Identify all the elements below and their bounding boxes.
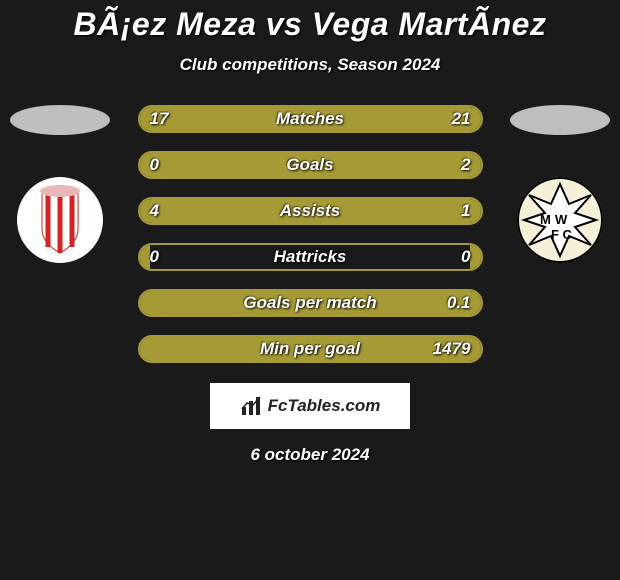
- stat-value-left: 0: [150, 247, 159, 267]
- stat-row: 17 Matches 21: [138, 105, 483, 133]
- stat-value-right: 2: [461, 155, 470, 175]
- bar-fill-left: [140, 153, 150, 177]
- stat-value-right: 1479: [433, 339, 471, 359]
- bar-fill-right: [470, 245, 480, 269]
- stat-value-left: 4: [150, 201, 159, 221]
- stat-label: Goals: [286, 155, 333, 175]
- left-club-badge: [17, 177, 103, 263]
- svg-text:W: W: [555, 212, 568, 227]
- chart-icon: [240, 395, 262, 417]
- left-player-avatar: [10, 105, 110, 135]
- stat-row: 0 Hattricks 0: [138, 243, 483, 271]
- comparison-content: M W F C 17 Matches 21 0 Goals 2 4 Assists 1 0 Hatt…: [0, 105, 620, 363]
- club-crest-icon: M W F C: [517, 177, 603, 263]
- bar-fill-left: [140, 337, 150, 361]
- stat-bars: 17 Matches 21 0 Goals 2 4 Assists 1 0 Hattricks 0 Go…: [138, 105, 483, 363]
- stat-row: Min per goal 1479: [138, 335, 483, 363]
- bar-fill-left: [140, 245, 150, 269]
- right-player-avatar: [510, 105, 610, 135]
- stat-label: Goals per match: [243, 293, 376, 313]
- bar-fill-left: [140, 291, 150, 315]
- shield-icon: [17, 177, 103, 263]
- stat-label: Assists: [280, 201, 340, 221]
- stat-row: 4 Assists 1: [138, 197, 483, 225]
- page-title: BÃ¡ez Meza vs Vega MartÃ­nez: [0, 0, 620, 43]
- stat-row: 0 Goals 2: [138, 151, 483, 179]
- stat-value-right: 1: [461, 201, 470, 221]
- attribution-text: FcTables.com: [268, 396, 381, 416]
- stat-value-right: 0: [461, 247, 470, 267]
- attribution-badge: FcTables.com: [210, 383, 410, 429]
- stat-label: Min per goal: [260, 339, 360, 359]
- right-player-column: M W F C: [505, 105, 615, 263]
- stat-label: Matches: [276, 109, 344, 129]
- svg-text:M: M: [540, 212, 551, 227]
- left-player-column: [5, 105, 115, 263]
- date-label: 6 october 2024: [0, 445, 620, 465]
- stat-value-left: 0: [150, 155, 159, 175]
- right-club-badge: M W F C: [517, 177, 603, 263]
- stat-value-left: 17: [150, 109, 169, 129]
- stat-value-right: 0.1: [447, 293, 471, 313]
- stat-value-right: 21: [452, 109, 471, 129]
- stat-label: Hattricks: [274, 247, 347, 267]
- stat-row: Goals per match 0.1: [138, 289, 483, 317]
- bar-fill-left: [140, 199, 413, 223]
- subtitle: Club competitions, Season 2024: [0, 55, 620, 75]
- svg-text:F C: F C: [551, 227, 573, 242]
